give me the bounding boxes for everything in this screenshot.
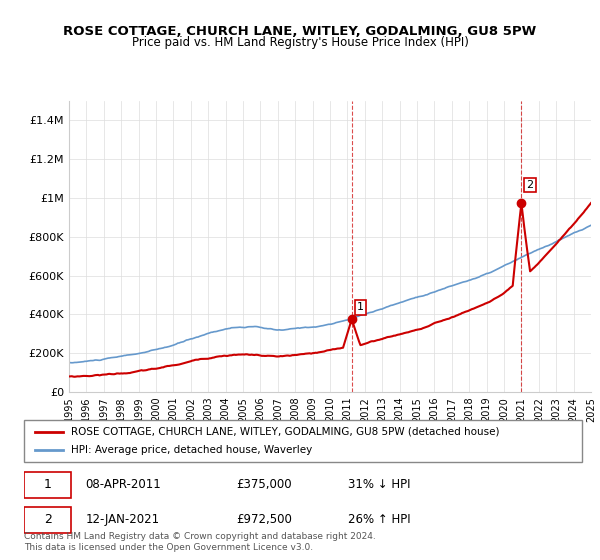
Text: ROSE COTTAGE, CHURCH LANE, WITLEY, GODALMING, GU8 5PW (detached house): ROSE COTTAGE, CHURCH LANE, WITLEY, GODAL…: [71, 427, 500, 437]
Text: HPI: Average price, detached house, Waverley: HPI: Average price, detached house, Wave…: [71, 445, 313, 455]
Text: 2: 2: [527, 180, 534, 190]
Text: Price paid vs. HM Land Registry's House Price Index (HPI): Price paid vs. HM Land Registry's House …: [131, 36, 469, 49]
Text: ROSE COTTAGE, CHURCH LANE, WITLEY, GODALMING, GU8 5PW: ROSE COTTAGE, CHURCH LANE, WITLEY, GODAL…: [64, 25, 536, 38]
FancyBboxPatch shape: [24, 472, 71, 498]
FancyBboxPatch shape: [24, 507, 71, 533]
Text: 1: 1: [44, 478, 52, 491]
Text: 08-APR-2011: 08-APR-2011: [85, 478, 161, 491]
Text: 26% ↑ HPI: 26% ↑ HPI: [347, 514, 410, 526]
Text: 2: 2: [44, 514, 52, 526]
Text: £972,500: £972,500: [236, 514, 292, 526]
Text: 31% ↓ HPI: 31% ↓ HPI: [347, 478, 410, 491]
Text: Contains HM Land Registry data © Crown copyright and database right 2024.
This d: Contains HM Land Registry data © Crown c…: [24, 532, 376, 552]
Text: 1: 1: [357, 302, 364, 312]
Text: 12-JAN-2021: 12-JAN-2021: [85, 514, 160, 526]
Text: £375,000: £375,000: [236, 478, 292, 491]
FancyBboxPatch shape: [24, 420, 582, 462]
